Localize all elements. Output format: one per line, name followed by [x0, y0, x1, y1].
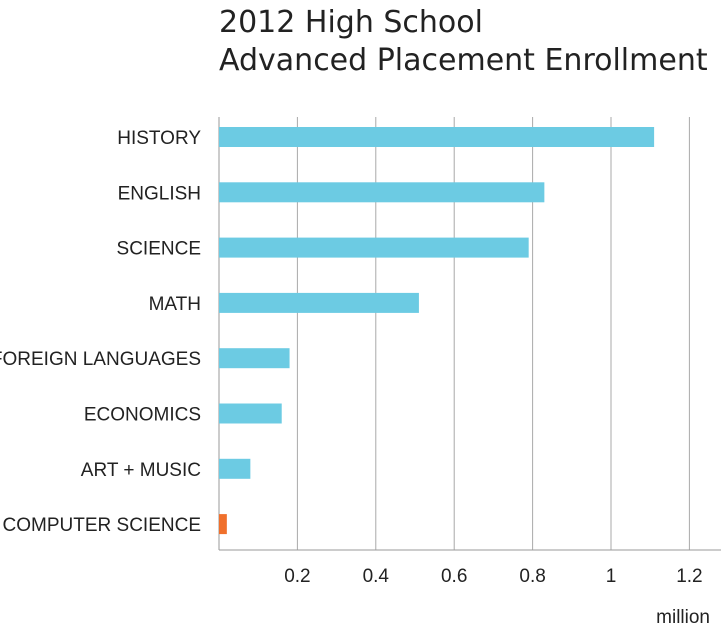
- x-tick-label-0-8: 0.8: [519, 566, 545, 587]
- category-label-art-music: ART + MUSIC: [81, 460, 201, 481]
- bar-computer-science: [219, 514, 227, 535]
- bar-history: [219, 127, 655, 147]
- category-label-history: HISTORY: [117, 128, 201, 149]
- bar-economics: [219, 403, 282, 424]
- bar-art-music: [219, 458, 251, 479]
- category-labels: HISTORY ENGLISH SCIENCE MATH FOREIGN LANGUAG…: [0, 128, 201, 536]
- x-tick-label-1: 1: [606, 566, 617, 587]
- bar-english: [219, 182, 545, 203]
- chart-title-line-2: Advanced Placement Enrollment: [219, 43, 708, 78]
- x-tick-label-0-6: 0.6: [441, 566, 467, 587]
- x-unit-label: million: [656, 607, 710, 627]
- category-label-foreign-languages: FOREIGN LANGUAGES: [0, 349, 201, 370]
- category-label-english: ENGLISH: [118, 183, 201, 204]
- x-tick-label-0-4: 0.4: [363, 566, 390, 587]
- category-label-math: MATH: [149, 294, 201, 315]
- category-label-computer-science: COMPUTER SCIENCE: [3, 515, 201, 536]
- bars: [219, 127, 655, 535]
- x-tick-label-1-2: 1.2: [676, 566, 702, 587]
- tick-labels: 0.2 0.4 0.6 0.8 1 1.2: [284, 566, 702, 587]
- bar-science: [219, 237, 529, 258]
- gridlines: [296, 117, 690, 550]
- chart-title: 2012 High School Advanced Placement Enro…: [219, 4, 708, 80]
- category-label-economics: ECONOMICS: [84, 405, 201, 426]
- bar-foreign-languages: [219, 348, 290, 369]
- x-tick-label-0-2: 0.2: [284, 566, 310, 587]
- bar-math: [219, 292, 419, 313]
- axes: [218, 117, 721, 551]
- chart-title-line-1: 2012 High School: [219, 5, 483, 40]
- category-label-science: SCIENCE: [117, 239, 201, 260]
